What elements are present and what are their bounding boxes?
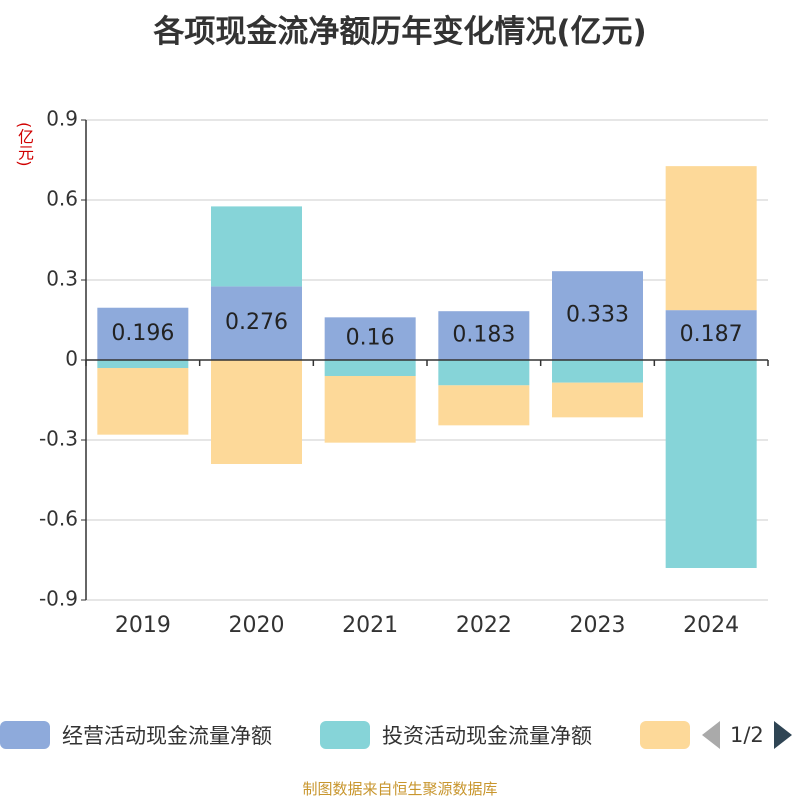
data-label-2024: 0.187 [680, 322, 743, 347]
legend-item-financing[interactable] [640, 718, 702, 752]
legend-label-investing: 投资活动现金流量净额 [382, 724, 592, 748]
legend-pager: 1/2 [702, 718, 792, 752]
x-tick-label-2020: 2020 [229, 613, 285, 638]
data-source-footer: 制图数据来自恒生聚源数据库 [302, 780, 498, 798]
bar-2020-series-1 [211, 206, 302, 287]
data-label-2022: 0.183 [452, 323, 515, 348]
legend-label-operating: 经营活动现金流量净额 [62, 724, 272, 748]
x-tick-label-2021: 2021 [342, 613, 398, 638]
bar-2024-series-2 [665, 166, 757, 311]
bar-2021-series-2 [324, 376, 416, 443]
bar-2024-series-1 [665, 360, 757, 568]
x-tick-label-2019: 2019 [115, 613, 171, 638]
x-tick-label-2024: 2024 [683, 613, 739, 638]
bar-2021-series-1 [324, 360, 416, 376]
data-label-2019: 0.196 [111, 321, 174, 346]
bar-2019-series-2 [97, 368, 189, 435]
x-tick-label-2022: 2022 [456, 613, 512, 638]
bar-2023-series-1 [552, 360, 643, 383]
legend-item-operating[interactable]: 经营活动现金流量净额 [0, 718, 272, 752]
legend: 经营活动现金流量净额 投资活动现金流量净额 1/2 [0, 718, 800, 752]
legend-page-indicator: 1/2 [730, 723, 764, 747]
data-label-2020: 0.276 [225, 310, 288, 335]
legend-swatch-financing [640, 721, 690, 749]
y-tick-label: -0.9 [39, 587, 78, 611]
legend-item-investing[interactable]: 投资活动现金流量净额 [320, 718, 592, 752]
legend-swatch-investing [320, 721, 370, 749]
data-label-2021: 0.16 [346, 326, 395, 351]
bar-2021-series-0 [324, 317, 416, 360]
y-axis-unit-label: (亿元) [15, 122, 34, 167]
bar-2020-series-0 [211, 286, 302, 360]
bar-2022-series-0 [438, 311, 530, 360]
bar-2022-series-2 [438, 385, 530, 426]
bar-2019-series-0 [97, 307, 189, 360]
x-tick-label-2023: 2023 [570, 613, 626, 638]
bar-2019-series-1 [97, 360, 189, 368]
bar-chart: 0.9 0.6 0.3 0 -0.3 -0.6 -0.9 0.196 0.276 0.16 0.18… [39, 107, 769, 638]
bar-2022-series-1 [438, 360, 530, 386]
legend-prev-arrow-icon[interactable] [702, 721, 720, 749]
y-tick-label: 0 [65, 347, 78, 371]
data-label-2023: 0.333 [566, 303, 629, 328]
bar-2020-series-2 [211, 360, 302, 464]
bar-2024-series-0 [665, 310, 757, 360]
bar-2023-series-0 [552, 271, 643, 360]
y-tick-label: 0.6 [46, 187, 78, 211]
y-tick-label: -0.3 [39, 427, 78, 451]
y-tick-label: 0.9 [46, 107, 78, 131]
chart-title: 各项现金流净额历年变化情况(亿元) [153, 14, 647, 50]
legend-swatch-operating [0, 721, 50, 749]
bar-2023-series-2 [552, 382, 643, 418]
y-tick-label: -0.6 [39, 507, 78, 531]
y-tick-label: 0.3 [46, 267, 78, 291]
legend-next-arrow-icon[interactable] [773, 721, 792, 749]
